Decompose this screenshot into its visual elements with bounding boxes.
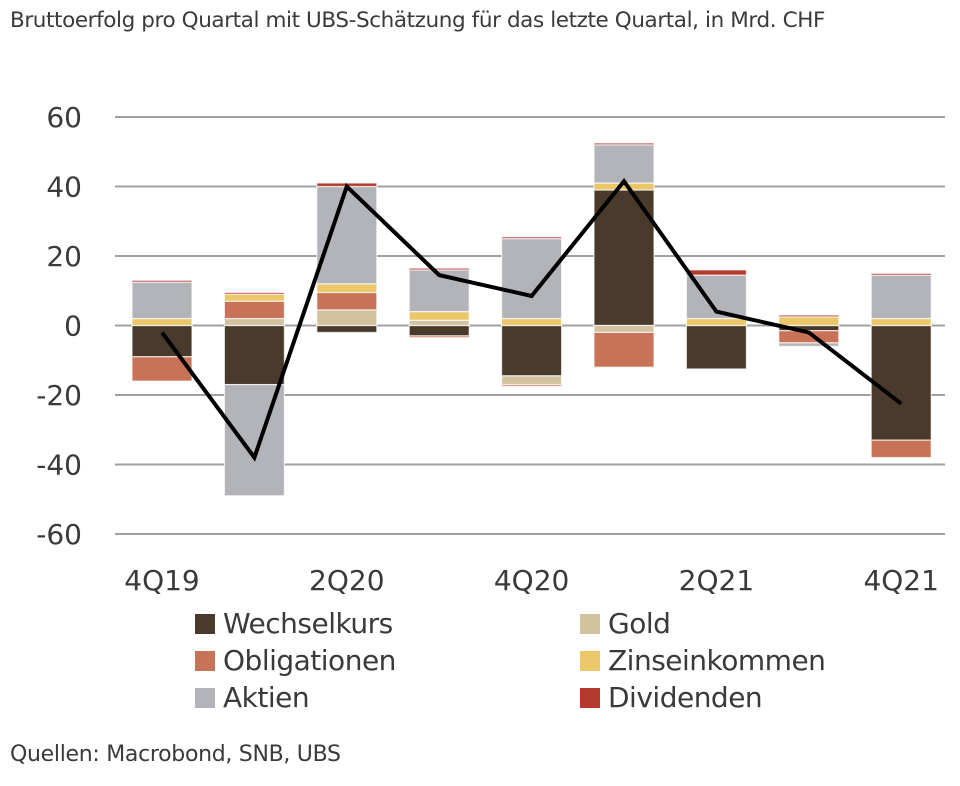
y-tick-label: 0 <box>64 310 82 343</box>
legend-swatch <box>195 613 215 634</box>
y-tick-label: -40 <box>36 449 82 482</box>
legend-item-aktien: Aktien <box>195 679 580 716</box>
x-tick-label: 4Q21 <box>863 564 938 597</box>
bar-segment-zinseinkommen <box>685 317 748 327</box>
bar-segment-gold <box>593 324 655 334</box>
bar-segment-wechselkurs <box>870 324 932 441</box>
bar-segment-aktien <box>316 185 378 285</box>
bar-segment-wechselkurs <box>131 324 193 358</box>
legend-swatch <box>580 613 600 634</box>
y-tick-label: 40 <box>46 171 82 204</box>
y-tick-label: -20 <box>36 379 82 412</box>
bar-segment-aktien <box>501 238 563 320</box>
bar-segment-zinseinkommen <box>316 283 378 294</box>
bar-segment-aktien <box>870 274 932 320</box>
legend-label: Gold <box>608 607 671 640</box>
x-tick-label: 4Q20 <box>494 564 569 597</box>
source-note: Quellen: Macrobond, SNB, UBS <box>10 742 341 767</box>
bar-segment-dividenden <box>593 142 655 146</box>
legend-swatch <box>580 650 600 671</box>
legend-label: Obligationen <box>223 644 396 677</box>
bar-segment-wechselkurs <box>316 324 378 334</box>
bar-segment-zinseinkommen <box>131 317 193 327</box>
bar-segment-wechselkurs <box>223 324 285 386</box>
bar-segment-obligationen <box>870 439 932 459</box>
x-axis-ticks: 4Q19 2Q20 4Q20 2Q21 4Q21 <box>124 564 939 597</box>
bar-segment-dividenden <box>501 236 563 240</box>
bar-segment-obligationen <box>223 300 285 320</box>
bar-segment-zinseinkommen <box>501 317 563 327</box>
bar-segment-zinseinkommen <box>870 317 932 327</box>
chart-title: Bruttoerfolg pro Quartal mit UBS-Schätzu… <box>10 8 825 33</box>
legend-swatch <box>580 687 600 708</box>
bar-segment-gold <box>316 309 378 327</box>
legend-item-wechselkurs: Wechselkurs <box>195 605 580 642</box>
legend-item-dividenden: Dividenden <box>580 679 880 716</box>
legend-label: Aktien <box>223 681 310 714</box>
bar-segment-wechselkurs <box>685 324 748 370</box>
total-line <box>160 177 903 462</box>
bar-segment-aktien <box>593 144 655 184</box>
bar-segment-dividenden <box>870 272 932 276</box>
bar-segment-wechselkurs <box>501 324 563 377</box>
bar-segment-zinseinkommen <box>408 311 470 321</box>
bar-segment-wechselkurs <box>408 324 470 337</box>
legend-label: Zinseinkommen <box>608 644 826 677</box>
bars <box>131 142 932 497</box>
chart-svg: 60 40 20 0 -20 -40 -60 4Q19 2Q20 4Q20 2Q21 4Q21 <box>36 101 945 597</box>
bar-segment-dividenden <box>685 269 748 276</box>
bar-segment-obligationen <box>593 331 655 368</box>
bar-segment-obligationen <box>501 383 563 387</box>
y-tick-label: 60 <box>46 101 82 134</box>
x-tick-label: 2Q20 <box>309 564 384 597</box>
bar-segment-aktien <box>131 281 193 320</box>
bar-segment-obligationen <box>316 291 378 311</box>
bar-segment-gold <box>501 375 563 386</box>
y-tick-label: -60 <box>36 518 82 551</box>
bar-segment-dividenden <box>778 314 840 318</box>
legend: Wechselkurs Gold Obligationen Zinseinkom… <box>195 605 895 716</box>
y-tick-label: 20 <box>46 240 82 273</box>
x-tick-label: 4Q19 <box>124 564 199 597</box>
bar-segment-gold <box>223 317 285 327</box>
y-axis-ticks: 60 40 20 0 -20 -40 -60 <box>36 101 82 551</box>
legend-swatch <box>195 687 215 708</box>
bar-segment-obligationen <box>408 335 470 339</box>
legend-item-zinseinkommen: Zinseinkommen <box>580 642 880 679</box>
legend-item-obligationen: Obligationen <box>195 642 580 679</box>
legend-swatch <box>195 650 215 671</box>
bar-segment-dividenden <box>408 267 470 271</box>
bar-segment-dividenden <box>223 291 285 295</box>
bar-segment-zinseinkommen <box>778 316 840 327</box>
legend-label: Wechselkurs <box>223 607 393 640</box>
bar-segment-zinseinkommen <box>223 293 285 302</box>
bar-segment-aktien <box>778 342 840 347</box>
bar-segment-gold <box>408 319 470 327</box>
x-tick-label: 2Q21 <box>679 564 754 597</box>
legend-label: Dividenden <box>608 681 763 714</box>
bar-segment-dividenden <box>131 279 193 283</box>
legend-item-gold: Gold <box>580 605 880 642</box>
